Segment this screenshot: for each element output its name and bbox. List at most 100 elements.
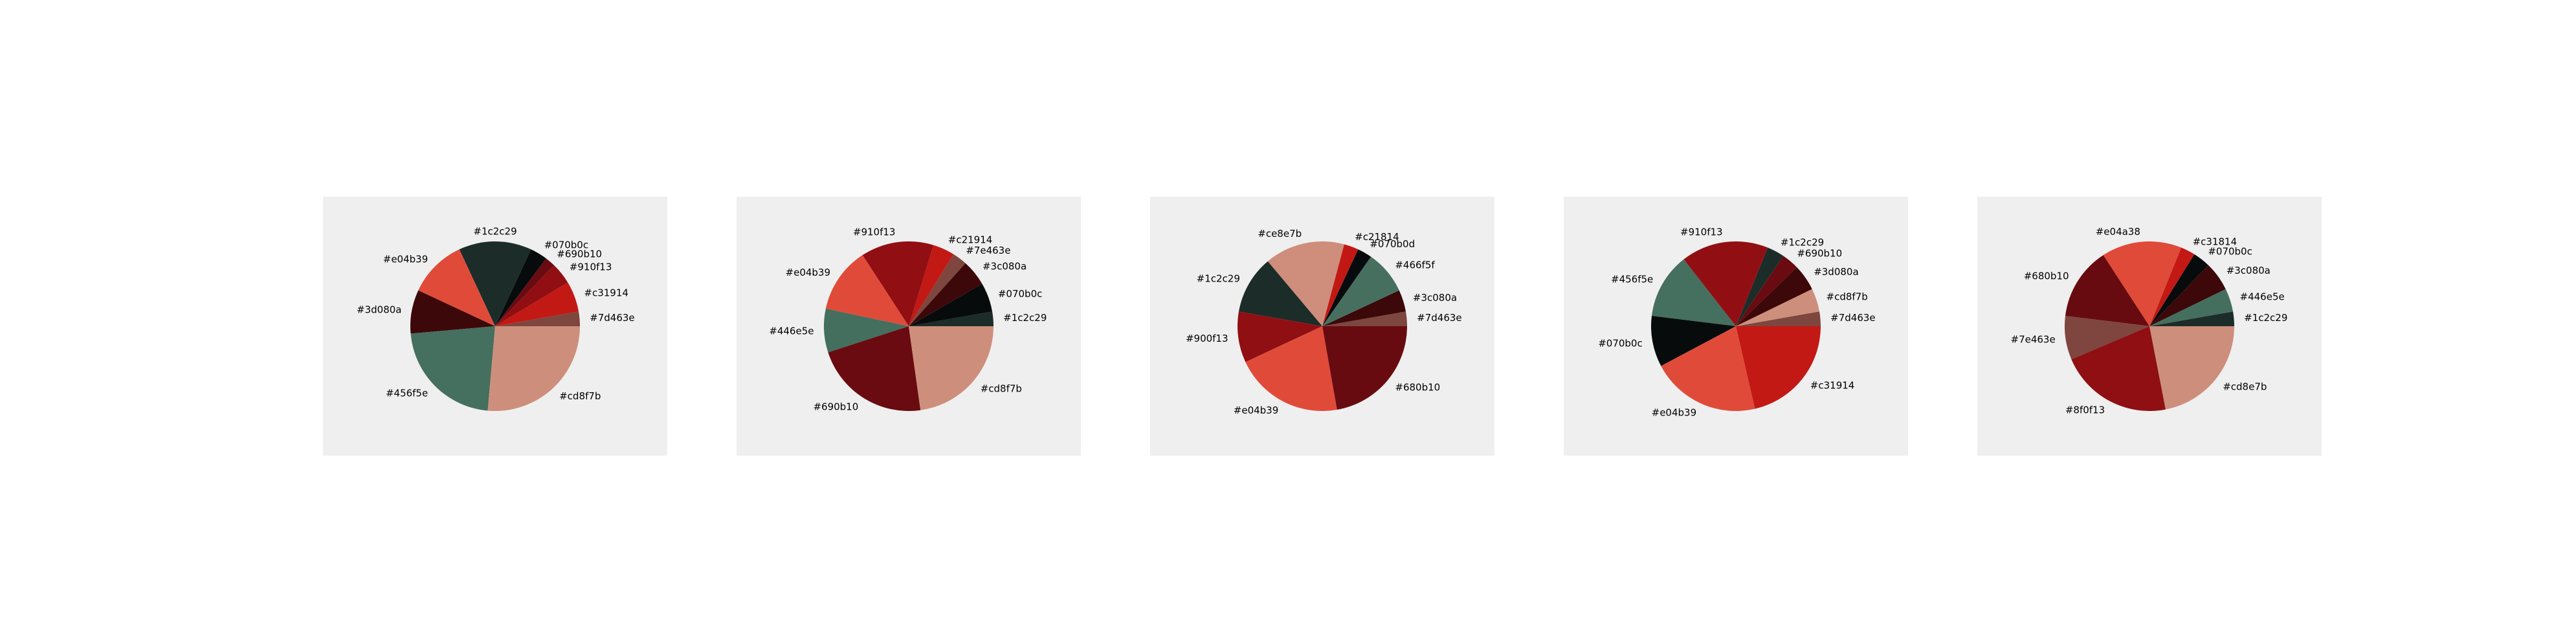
slice-label: #690b10 [813, 401, 858, 412]
slice-label: #680b10 [1395, 381, 1440, 393]
pie-slice [459, 241, 531, 326]
slice-label: #1c2c29 [1781, 236, 1824, 248]
pie-slice [1322, 326, 1407, 410]
slice-label: #3d080a [357, 304, 401, 316]
slice-label: #1c2c29 [1197, 273, 1240, 285]
pie-slice [410, 326, 495, 411]
slice-label: #690b10 [557, 248, 602, 260]
pie-slice [495, 311, 581, 326]
pie-slice [909, 326, 994, 410]
pie-slice [1651, 259, 1736, 326]
pie-slice [1651, 316, 1736, 366]
slice-label: #cd8f7b [559, 390, 601, 402]
slice-label: #070b0c [544, 239, 589, 250]
pie-slice [823, 308, 909, 353]
slice-label: #c31814 [2193, 236, 2237, 247]
slice-label: #7d463e [1417, 312, 1462, 324]
slice-label: #7d463e [1830, 312, 1876, 324]
slice-label: #7d463e [590, 312, 635, 324]
slice-label: #070b0c [1598, 338, 1643, 350]
slice-label: #466f5f [1395, 260, 1435, 271]
slice-label: #c31914 [584, 287, 628, 299]
slice-label: #910f13 [570, 261, 612, 273]
pie-slice [2149, 247, 2195, 326]
pie-slice [1661, 326, 1755, 412]
slice-label: #070b0d [1370, 238, 1415, 250]
slice-label: #910f13 [853, 227, 896, 238]
pie-slice [1683, 241, 1768, 326]
slice-label: #cd8f7b [1827, 291, 1868, 303]
pie-slice [2103, 241, 2182, 326]
slice-label: #e04b39 [786, 267, 831, 278]
pie-chart-3: #7d463e #3c080a #466f5f #070b0d#c21814 #ce8e… [1150, 197, 1494, 456]
pie-slice [909, 263, 983, 326]
pie-slice [909, 245, 954, 326]
slice-label: #1c2c29 [473, 225, 516, 237]
pie-slice [1736, 267, 1812, 326]
slice-label: #1c2c29 [1003, 312, 1047, 324]
slice-label: #ce8e7b [1258, 228, 1302, 239]
pie-slice [1322, 290, 1406, 326]
pie-slice [825, 255, 909, 326]
pie-slice [2065, 255, 2149, 326]
pie-chart-2: #1c2c29 #070b0c #3c080a #7e463e#c21914 #910f… [737, 197, 1081, 456]
slice-label: #7e463e [966, 245, 1010, 256]
slice-label: #070b0c [2208, 245, 2252, 257]
pie-slice [2149, 311, 2234, 326]
slice-label: #7e463e [2011, 333, 2056, 345]
slice-label: #3c080a [2226, 265, 2271, 276]
slice-label: #680b10 [2024, 270, 2069, 282]
pie-slice [2149, 265, 2226, 326]
slice-label: #446e5e [2240, 291, 2285, 303]
pie-slice [862, 241, 934, 326]
pie-slice [487, 326, 580, 412]
pie-slice [1736, 256, 1797, 326]
pie-slice [1245, 326, 1337, 412]
slice-label: #e04b39 [1234, 405, 1279, 416]
slice-label: #3c080a [983, 261, 1027, 272]
pie-slice [495, 282, 579, 326]
slice-label: #456f5e [386, 388, 428, 399]
pie-slice [909, 311, 994, 326]
pie-slice [1267, 241, 1344, 326]
pie-slice [2149, 289, 2234, 326]
slice-label: #456f5e [1611, 274, 1653, 285]
pie-chart-4: #7d463e #cd8f7b #3d080a #690b10#1c2c29 #910f… [1564, 197, 1908, 456]
pie-slice [1238, 261, 1322, 326]
pie-slice [1736, 289, 1820, 326]
pie-slice [909, 283, 993, 326]
pie-chart-1: #7d463e #c31914 #910f13#690b10#070b0c #1c2c… [323, 197, 667, 456]
pie-slice [909, 254, 966, 326]
pie-slice [1322, 244, 1359, 326]
slice-label: #8f0f13 [2065, 405, 2105, 416]
slice-label: #446e5e [769, 326, 814, 337]
slice-label: #cd8f7b [981, 383, 1022, 394]
pie-slice [1736, 311, 1821, 326]
slice-label: #3d080a [1814, 266, 1858, 278]
slice-label: #910f13 [1680, 227, 1723, 238]
pie-slice [495, 249, 546, 326]
slice-label: #e04a38 [2096, 226, 2140, 238]
slice-label: #c31914 [1810, 379, 1855, 391]
slice-label: #1c2c29 [2244, 312, 2287, 324]
pie-slice [495, 258, 554, 326]
pie-slice [2064, 316, 2149, 360]
slice-label: #c21914 [948, 234, 993, 245]
pie-slice [495, 265, 568, 326]
slice-label: #3c080a [1413, 292, 1457, 304]
pie-slice [2149, 254, 2208, 326]
pie-chart-5: #1c2c29 #446e5e #3c080a #070b0c#c31814 #e04a… [1977, 197, 2322, 456]
pie-slice [1322, 256, 1399, 326]
slice-label: #690b10 [1797, 248, 1842, 260]
slice-label: #e04b39 [383, 253, 428, 265]
pie-slice [1322, 249, 1371, 326]
pie-slice [1322, 311, 1407, 326]
pie-slice [1238, 311, 1322, 362]
pie-slice [1736, 326, 1821, 409]
slice-label: #cd8e7b [2223, 381, 2267, 392]
pie-slice [1736, 247, 1784, 326]
pie-slice [410, 290, 495, 334]
pie-slice [2071, 326, 2166, 412]
pie-slice [2149, 326, 2234, 410]
